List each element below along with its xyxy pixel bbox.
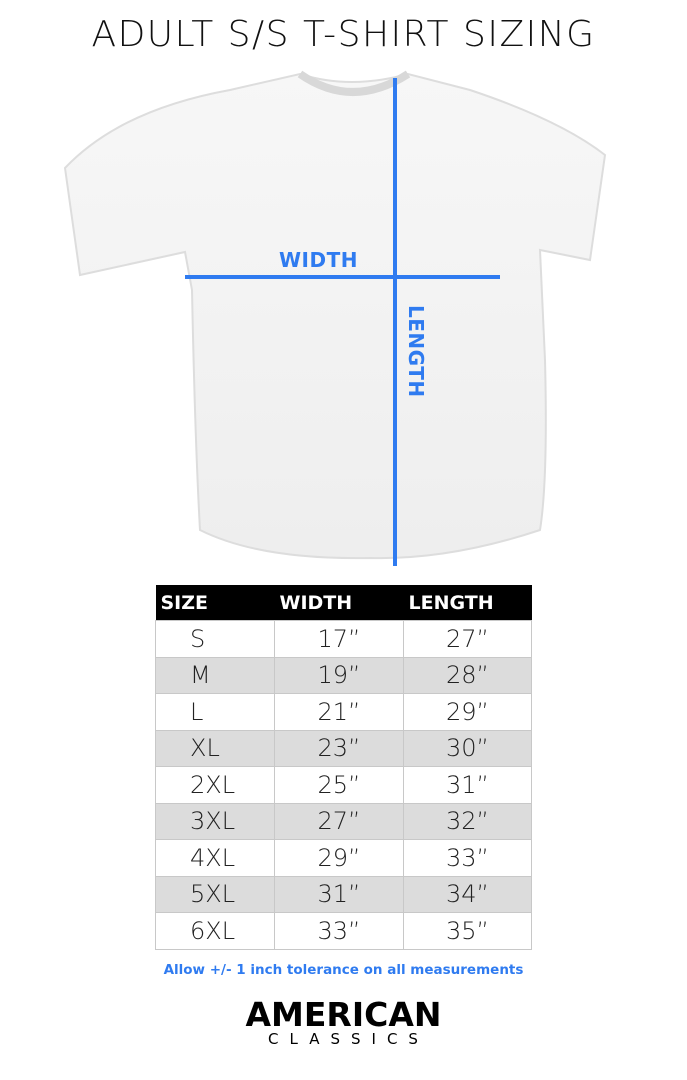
cell-size: 6XL — [155, 912, 275, 950]
brand-logo-line1: AMERICAN — [245, 995, 442, 1034]
header-width: WIDTH — [274, 585, 404, 621]
table-row: M 19” 28” — [155, 656, 532, 694]
cell-size: 5XL — [155, 875, 275, 913]
cell-width: 29” — [274, 839, 404, 877]
cell-width: 33” — [274, 912, 404, 950]
cell-length: 33” — [403, 839, 532, 877]
cell-size: S — [155, 620, 275, 658]
header-length: LENGTH — [403, 585, 532, 621]
cell-size: XL — [155, 729, 275, 767]
table-row: L 21” 29” — [155, 693, 532, 731]
cell-width: 31” — [274, 875, 404, 913]
width-label: WIDTH — [279, 248, 358, 272]
table-row: XL 23” 30” — [155, 729, 532, 767]
cell-width: 25” — [274, 766, 404, 804]
table-row: S 17” 27” — [155, 620, 532, 658]
table-row: 6XL 33” 35” — [155, 912, 532, 950]
cell-size: L — [155, 693, 275, 731]
table-header: SIZE WIDTH LENGTH — [155, 585, 532, 621]
tshirt-diagram — [63, 70, 607, 566]
cell-width: 27” — [274, 802, 404, 840]
cell-size: 3XL — [155, 802, 275, 840]
cell-width: 17” — [274, 620, 404, 658]
page-title: ADULT S/S T-SHIRT SIZING — [91, 14, 596, 55]
length-label: LENGTH — [404, 305, 428, 398]
cell-length: 34” — [403, 875, 532, 913]
cell-length: 35” — [403, 912, 532, 950]
cell-size: M — [155, 656, 275, 694]
size-table: SIZE WIDTH LENGTH S 17” 27” M 19” 28” L 21” 29” X… — [155, 585, 532, 950]
header-size: SIZE — [155, 585, 275, 621]
table-row: 2XL 25” 31” — [155, 766, 532, 804]
cell-length: 32” — [403, 802, 532, 840]
cell-length: 31” — [403, 766, 532, 804]
cell-length: 29” — [403, 693, 532, 731]
table-row: 3XL 27” 32” — [155, 802, 532, 840]
table-row: 5XL 31” 34” — [155, 875, 532, 913]
cell-size: 4XL — [155, 839, 275, 877]
cell-width: 23” — [274, 729, 404, 767]
cell-size: 2XL — [155, 766, 275, 804]
brand-logo-line2: CLASSICS — [268, 1030, 429, 1048]
tolerance-note: Allow +/- 1 inch tolerance on all measur… — [163, 962, 524, 978]
cell-length: 30” — [403, 729, 532, 767]
table-row: 4XL 29” 33” — [155, 839, 532, 877]
cell-width: 19” — [274, 656, 404, 694]
cell-length: 28” — [403, 656, 532, 694]
tshirt-shape — [63, 72, 607, 560]
cell-length: 27” — [403, 620, 532, 658]
cell-width: 21” — [274, 693, 404, 731]
